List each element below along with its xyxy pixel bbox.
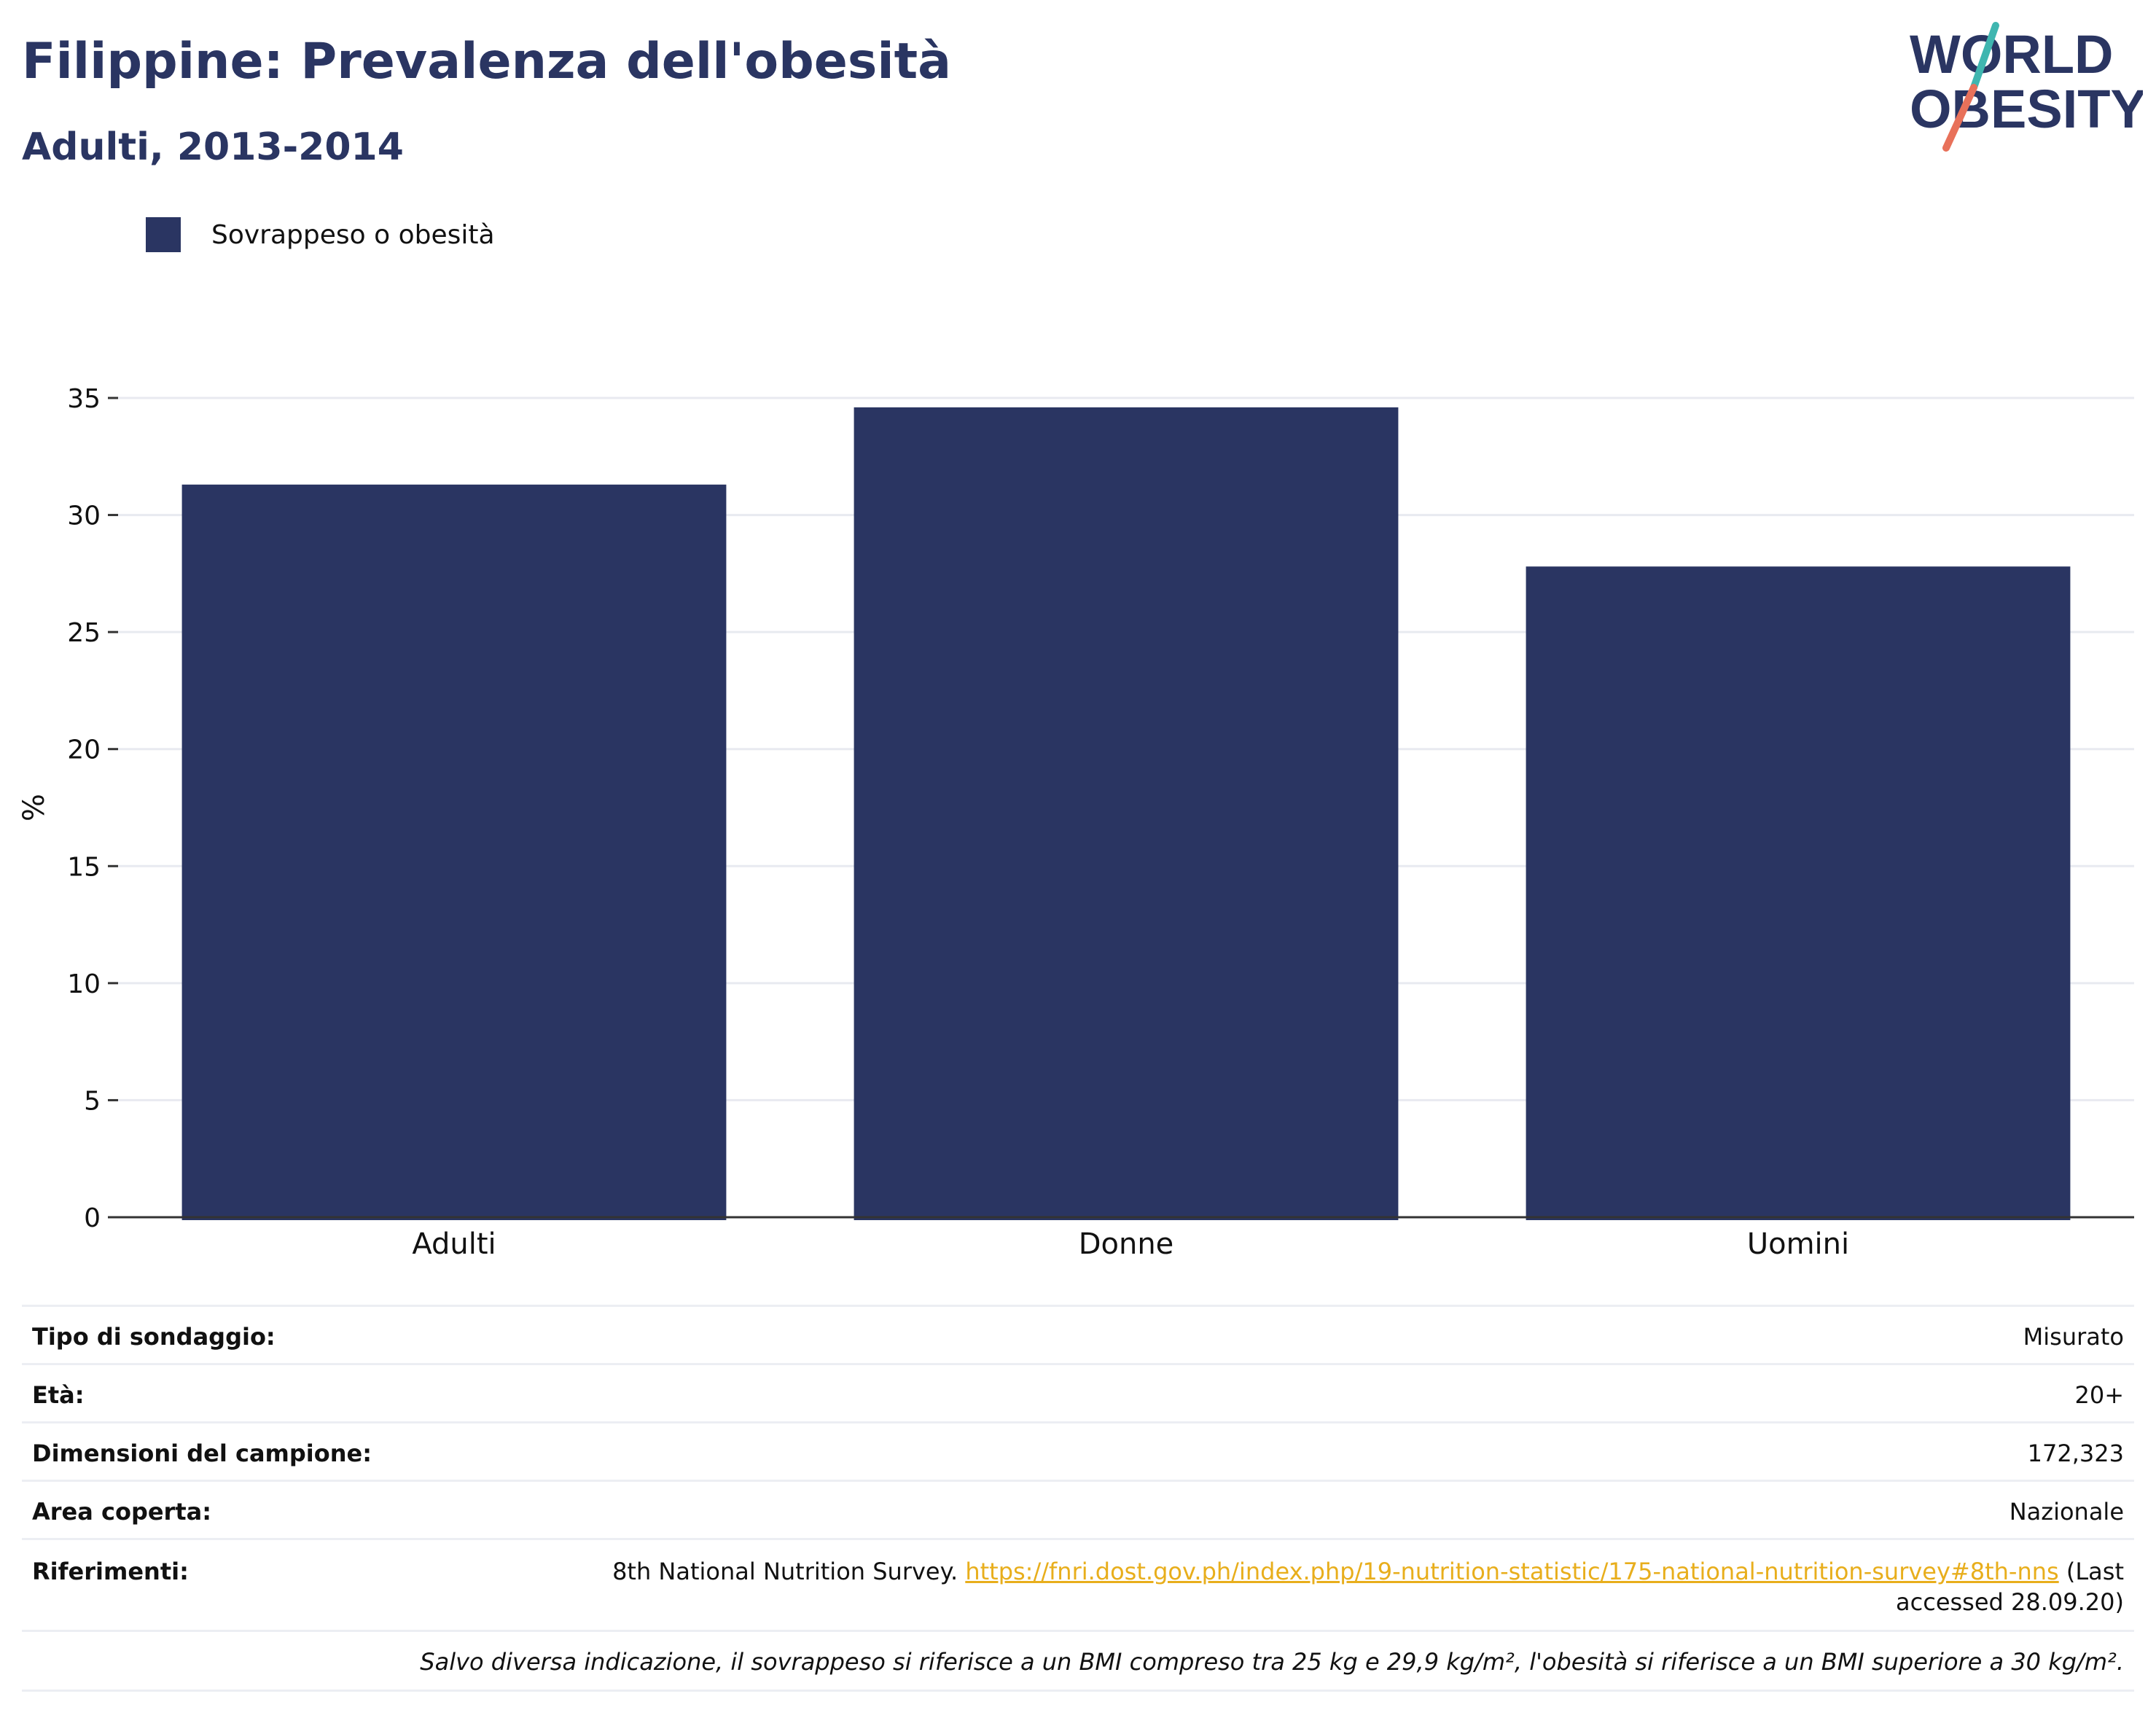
bmi-note: Salvo diversa indicazione, il sovrappeso…: [22, 1630, 2134, 1692]
sample-label: Dimensioni del campione:: [22, 1421, 424, 1481]
bar-chart: 0 5 10 15 20 25 30 35 Adulti Donne Uomini %: [17, 384, 2134, 1261]
references-text: 8th National Nutrition Survey.: [612, 1558, 958, 1585]
x-tick-label: Donne: [1079, 1227, 1174, 1261]
y-tick-label: 5: [84, 1086, 101, 1116]
references-accessed: accessed 28.09.20): [1896, 1588, 2124, 1616]
y-axis-ticks: 0 5 10 15 20 25 30 35: [67, 384, 118, 1233]
y-tick-label: 15: [67, 852, 101, 882]
references-value: 8th National Nutrition Survey. https://f…: [423, 1538, 2134, 1631]
bars: [181, 407, 2071, 1220]
chart-subtitle: Adulti, 2013-2014: [22, 125, 404, 169]
area-value: Nazionale: [423, 1480, 2134, 1539]
y-tick-label: 20: [67, 735, 101, 765]
bar-donne: [854, 407, 1399, 1220]
info-row-age: Età: 20+: [22, 1363, 2134, 1423]
info-row-survey-type: Tipo di sondaggio: Misurato: [22, 1305, 2134, 1364]
logo-text-world: WORLD: [1910, 24, 2114, 85]
info-row-references: Riferimenti: 8th National Nutrition Surv…: [22, 1538, 2134, 1631]
logo-text-obesity: OBESITY: [1910, 79, 2143, 139]
sample-value: 172,323: [423, 1421, 2134, 1481]
x-tick-label: Adulti: [412, 1227, 496, 1261]
chart-legend: Sovrappeso o obesità: [146, 217, 495, 252]
chart-title: Filippine: Prevalenza dell'obesità: [22, 33, 952, 90]
age-value: 20+: [423, 1363, 2134, 1423]
references-suffix: (Last: [2066, 1558, 2124, 1585]
references-label: Riferimenti:: [22, 1538, 424, 1631]
x-axis-ticks: Adulti Donne Uomini: [412, 1227, 1849, 1261]
references-link[interactable]: https://fnri.dost.gov.ph/index.php/19-nu…: [965, 1558, 2059, 1585]
info-row-area: Area coperta: Nazionale: [22, 1480, 2134, 1539]
y-tick-label: 35: [67, 384, 101, 414]
y-tick-label: 30: [67, 501, 101, 531]
survey-info-table: Tipo di sondaggio: Misurato Età: 20+ Dim…: [22, 1305, 2134, 1692]
y-axis-label: %: [17, 794, 51, 821]
logo-slash-bottom: [1942, 84, 1977, 152]
world-obesity-logo: WORLD OBESITY: [1910, 22, 2143, 152]
info-row-note: Salvo diversa indicazione, il sovrappeso…: [22, 1630, 2134, 1692]
legend-label: Sovrappeso o obesità: [211, 219, 495, 250]
y-tick-label: 0: [84, 1203, 101, 1233]
y-tick-label: 10: [67, 969, 101, 999]
bar-uomini: [1526, 566, 2071, 1220]
x-tick-label: Uomini: [1747, 1227, 1849, 1261]
area-label: Area coperta:: [22, 1480, 424, 1539]
logo-slash-top: [1970, 22, 1999, 91]
survey-type-label: Tipo di sondaggio:: [22, 1305, 424, 1364]
legend-swatch: [146, 217, 181, 252]
info-row-sample: Dimensioni del campione: 172,323: [22, 1421, 2134, 1481]
bar-adulti: [181, 484, 727, 1220]
age-label: Età:: [22, 1363, 424, 1423]
y-tick-label: 25: [67, 618, 101, 648]
survey-type-value: Misurato: [423, 1305, 2134, 1364]
